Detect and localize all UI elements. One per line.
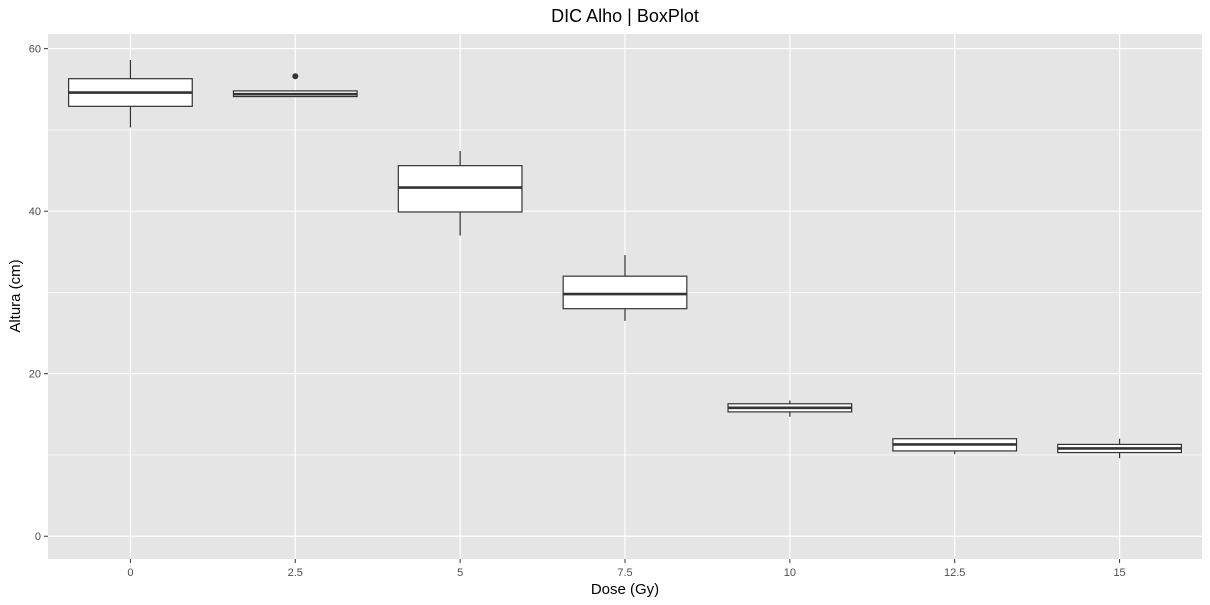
x-tick-label: 12.5 [944,567,965,579]
outlier-point [292,73,299,80]
x-axis-label: Dose (Gy) [591,581,659,598]
x-tick-label: 2.5 [288,567,303,579]
y-tick-label: 0 [35,531,41,543]
x-tick-label: 7.5 [617,567,632,579]
x-axis-ticks: 0 2.5 5 7.5 10 12.5 15 [127,559,1126,579]
box-series [68,60,1182,459]
box-0 [68,60,193,128]
box-7.5 [562,255,688,321]
x-tick-label: 0 [127,567,133,579]
box-2.5 [232,73,358,98]
y-tick-label: 60 [29,44,41,56]
y-axis-ticks: 0 20 40 60 [29,44,48,543]
y-tick-label: 20 [29,369,41,381]
box-15 [1057,438,1182,459]
box-iqr [562,275,688,310]
box-5 [397,151,523,236]
chart-title: DIC Alho | BoxPlot [551,6,699,26]
box-10 [727,400,853,417]
x-tick-label: 5 [457,567,463,579]
box-12.5 [892,438,1018,455]
x-tick-label: 10 [784,567,796,579]
y-tick-label: 40 [29,206,41,218]
x-tick-label: 15 [1113,567,1125,579]
y-axis-label: Altura (cm) [7,259,24,332]
